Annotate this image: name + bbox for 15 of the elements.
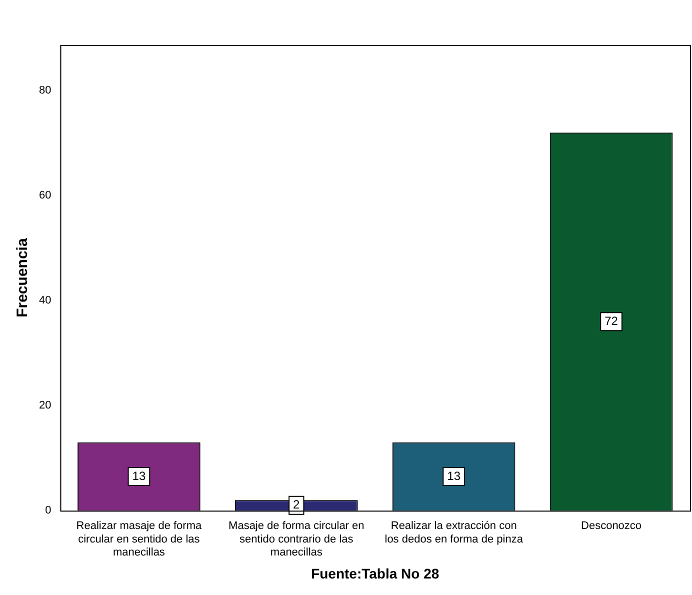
y-tick-label: 20 bbox=[38, 400, 52, 412]
y-tick-label: 40 bbox=[38, 294, 52, 307]
y-tick-label: 0 bbox=[45, 504, 52, 517]
x-tick-label: Realizar masaje de forma circular en sentido de las manecillas bbox=[76, 520, 202, 559]
x-tick-label: Realizar la extracción con los dedos en forma de pinza bbox=[384, 520, 524, 546]
y-tick-label: 80 bbox=[38, 84, 52, 97]
x-tick-label: Desconozco bbox=[581, 520, 642, 532]
x-axis-title: Fuente:Tabla No 28 bbox=[311, 565, 440, 582]
data-label: 13 bbox=[132, 468, 146, 483]
y-tick-label: 60 bbox=[38, 190, 52, 202]
data-label: 2 bbox=[293, 498, 300, 512]
x-tick-label: Masaje de forma circular en sentido contrario de las manecillas bbox=[228, 520, 364, 559]
data-label: 72 bbox=[604, 314, 618, 328]
data-label: 13 bbox=[447, 468, 461, 483]
y-axis-title: Frecuencia bbox=[14, 238, 32, 318]
